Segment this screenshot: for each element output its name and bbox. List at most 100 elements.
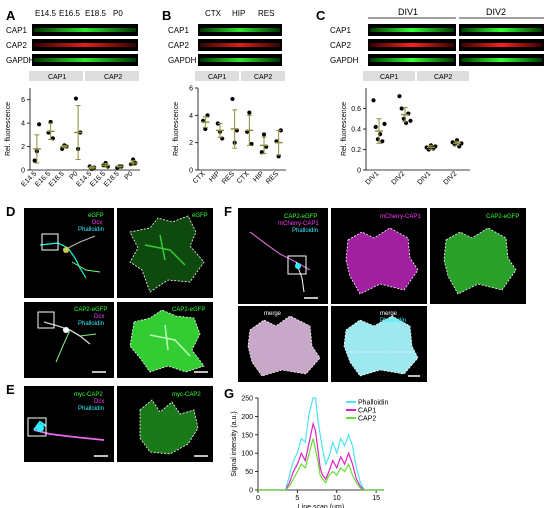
x-tick-label: 10 <box>333 495 341 502</box>
blot-label: GAPDH <box>6 56 35 65</box>
panel-a-letter: A <box>6 8 16 23</box>
x-tick-label: 5 <box>295 495 299 502</box>
x-tick-label: P0 <box>69 170 80 181</box>
blot-label: CAP1 <box>168 26 189 35</box>
panel-c-blots <box>368 24 544 66</box>
zoom-label: eGFP <box>192 213 208 219</box>
group-label: CAP1 <box>208 74 226 81</box>
y-tick-label: 50 <box>245 469 253 476</box>
x-tick-label: CTX <box>192 170 207 185</box>
legend-label: CAP2-eGFP <box>74 307 107 313</box>
group-bar <box>363 71 415 81</box>
panel-e-letter: E <box>6 382 15 397</box>
group-label: CAP2 <box>104 74 122 81</box>
zoom-label: Phalloidin <box>380 318 406 324</box>
zoom-label: merge <box>264 311 282 317</box>
panel-b-letter: B <box>162 8 171 23</box>
lane-label: E18.5 <box>85 9 106 18</box>
panel-d-bottom-overview: CAP2-eGFP Dcx Phalloidin <box>24 302 114 378</box>
data-point <box>36 122 42 127</box>
lane-label: E14.5 <box>35 9 56 18</box>
y-tick-label: 4 <box>189 113 193 120</box>
x-tick-label: E18.5 <box>103 170 121 188</box>
data-point <box>261 132 267 137</box>
panel-f-merge: merge <box>238 306 328 382</box>
panel-b-blots <box>198 24 282 66</box>
group-bar <box>417 71 469 81</box>
panel-e-overview: myc-CAP2 Dcx Phalloidin <box>24 386 114 462</box>
legend-label: myc-CAP2 <box>74 392 103 398</box>
data-point <box>408 118 413 123</box>
x-tick-label: DIV1 <box>364 170 380 186</box>
x-tick-label: HIP <box>252 170 265 183</box>
panel-d-top-zoom: eGFP <box>117 208 213 298</box>
data-point <box>371 98 376 103</box>
y-tick-label: 0.2 <box>351 147 361 154</box>
panel-d-top-overview: eGFP Dcx Phalloidin <box>24 208 114 298</box>
zoom-label: CAP2-eGFP <box>172 307 205 313</box>
data-point <box>373 124 378 130</box>
x-axis-label: Line scan (µm) <box>298 504 344 508</box>
zoom-label: merge <box>380 311 398 317</box>
x-tick-label: RES <box>265 170 280 185</box>
lane-label: HIP <box>232 9 245 18</box>
legend-label: Dcx <box>94 314 104 320</box>
lane-label: CTX <box>205 9 222 18</box>
x-tick-label: CTX <box>236 170 251 185</box>
group-bar <box>195 71 239 81</box>
y-tick-label: 0.6 <box>351 106 361 113</box>
y-tick-label: 0 <box>357 168 361 175</box>
x-tick-label: HIP <box>208 170 221 183</box>
legend-label: Phalloidin <box>78 406 104 412</box>
panel-g-chart: 0 50 100 150 200 250 0 5 10 15 Line scan (µm) Signa… <box>231 396 388 508</box>
x-tick-label: RES <box>221 170 236 185</box>
panel-b-lanes: CTX HIP RES <box>205 9 274 18</box>
group-label: CAP2 <box>254 74 272 81</box>
panel-a-lanes: E14.5 E16.5 E18.5 P0 <box>35 9 123 18</box>
y-axis-label: Rel. fluorescence <box>173 102 180 156</box>
panel-f-zoom-cap2: CAP2-eGFP <box>430 208 526 304</box>
group-label: CAP2 <box>434 74 452 81</box>
x-tick-label: DIV2 <box>390 170 406 186</box>
legend-label: CAP2-eGFP <box>284 214 317 220</box>
y-tick-label: 100 <box>241 451 253 458</box>
blot-label: GAPDH <box>330 56 359 65</box>
y-axis-label: Signal intensity (a.u.) <box>231 411 238 476</box>
data-point <box>397 94 402 99</box>
blot-label: CAP2 <box>6 41 27 50</box>
blot-label: CAP2 <box>330 41 351 50</box>
panel-d-letter: D <box>6 204 15 219</box>
legend-label: Phalloidin <box>292 228 318 234</box>
data-point <box>247 110 252 115</box>
panel-f-letter: F <box>224 204 232 219</box>
data-point <box>380 139 385 144</box>
y-tick-label: 200 <box>241 414 253 421</box>
panel-f-merge-phalloidin: merge Phalloidin <box>331 306 427 382</box>
x-tick-label: 0 <box>256 495 260 502</box>
legend-label: Dcx <box>92 220 102 226</box>
blot-label: GAPDH <box>168 56 197 65</box>
group-bar <box>29 71 83 81</box>
y-axis-label: Rel. fluorescence <box>5 102 12 156</box>
group-label: CAP1 <box>380 74 398 81</box>
blot-label: CAP1 <box>6 26 27 35</box>
legend-label: CAP2 <box>358 416 376 423</box>
y-tick-label: 2 <box>189 140 193 147</box>
panel-f-zoom-mcherry: mCherry-CAP1 <box>331 208 427 304</box>
x-tick-label: P0 <box>124 170 135 181</box>
series-line <box>258 421 384 491</box>
y-tick-label: 0.4 <box>351 127 361 134</box>
panel-e-zoom: myc-CAP2 <box>117 386 213 462</box>
x-tick-label: DIV2 <box>442 170 458 186</box>
panel-g-letter: G <box>224 386 234 401</box>
y-tick-label: 250 <box>241 396 253 403</box>
x-tick-label: 15 <box>372 495 380 502</box>
y-tick-label: 2 <box>21 144 25 151</box>
group-label: CAP1 <box>48 74 66 81</box>
lane-label: P0 <box>113 9 123 18</box>
data-point <box>230 96 235 102</box>
group-bar <box>85 71 139 81</box>
